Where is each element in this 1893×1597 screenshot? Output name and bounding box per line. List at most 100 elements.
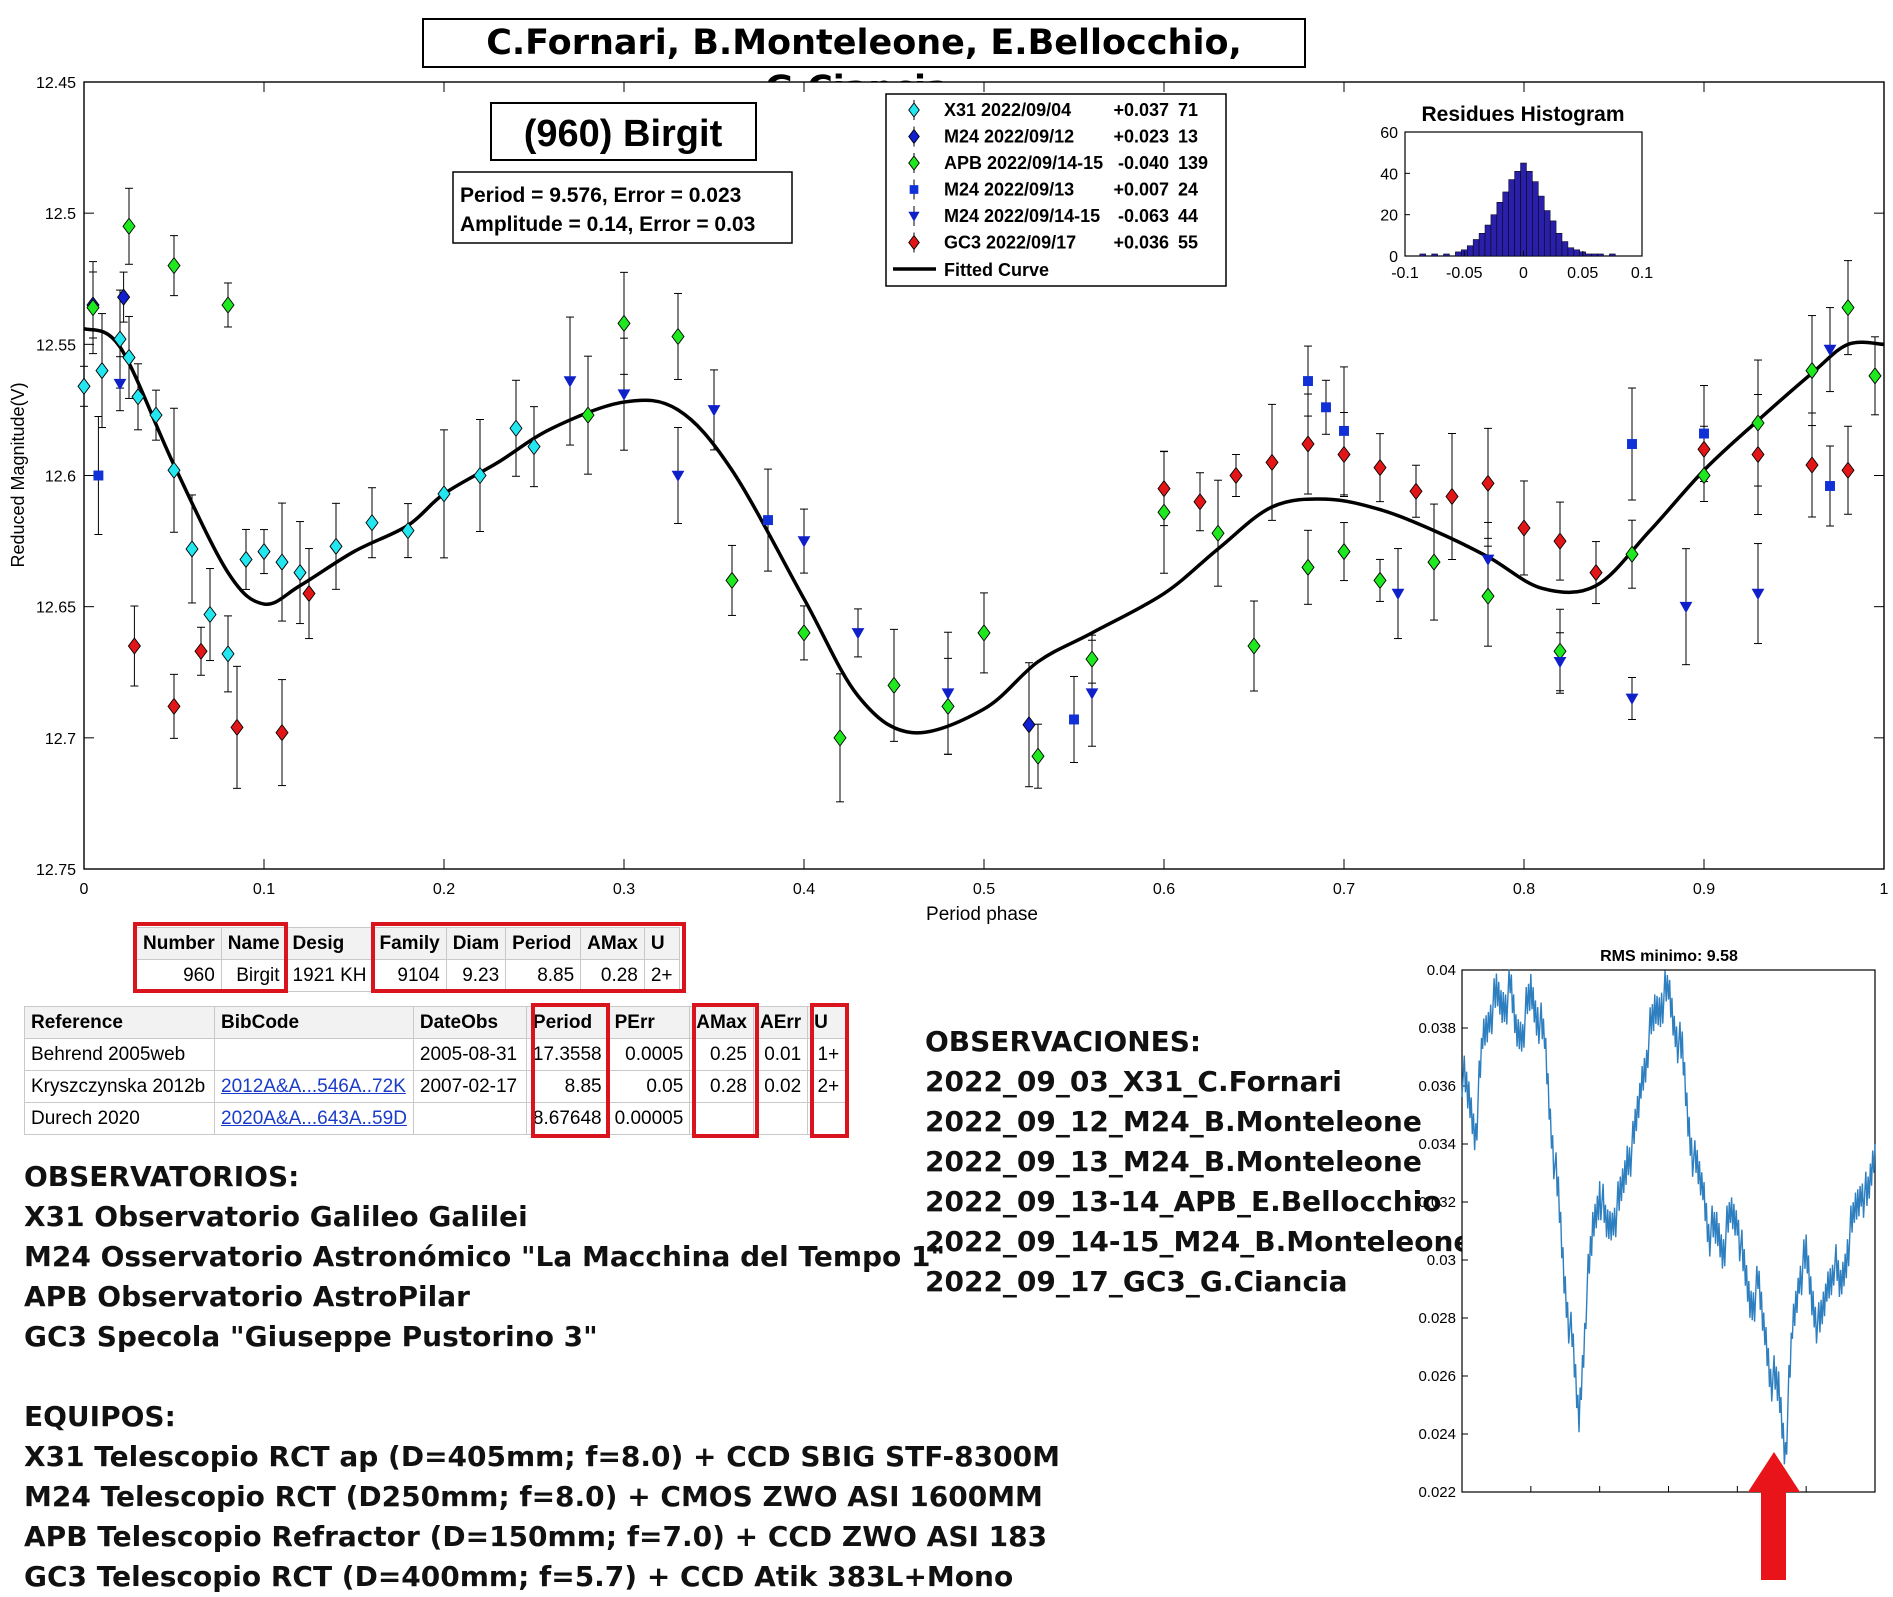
header-cell: Desig bbox=[285, 927, 374, 960]
observatorios-section: OBSERVATORIOS: X31 Observatorio Galileo … bbox=[24, 1157, 945, 1357]
histogram-bar bbox=[1597, 253, 1604, 257]
hist-x-tick-label: -0.1 bbox=[1391, 265, 1419, 282]
data-point bbox=[1085, 650, 1099, 668]
cell: 1921 KH bbox=[285, 959, 374, 992]
data-point bbox=[1841, 461, 1855, 480]
rms-x-tick-label: 6 bbox=[1527, 1499, 1535, 1500]
cell: 0.02 bbox=[752, 1070, 809, 1103]
observacion-line: 2022_09_03_X31_C.Fornari bbox=[925, 1065, 1342, 1098]
data-point bbox=[617, 389, 631, 401]
data-point bbox=[1823, 344, 1837, 356]
data-point bbox=[1868, 367, 1882, 385]
observatorios-title: OBSERVATORIOS: bbox=[24, 1160, 300, 1193]
header-cell: Reference bbox=[24, 1006, 215, 1039]
bibcode-link[interactable]: 2020A&A...643A..59D bbox=[214, 1102, 414, 1135]
rms-y-tick-label: 0.036 bbox=[1418, 1078, 1456, 1095]
header-cell: BibCode bbox=[214, 1006, 414, 1039]
legend-series-name: M24 2022/09/12 bbox=[944, 127, 1074, 147]
histogram-bar bbox=[1478, 233, 1486, 257]
histogram-bar bbox=[1496, 202, 1504, 257]
equipos-title: EQUIPOS: bbox=[24, 1400, 176, 1433]
rms-y-tick-label: 0.038 bbox=[1418, 1020, 1456, 1037]
cell: 17.3558 bbox=[525, 1038, 609, 1071]
x-tick-label: 0.8 bbox=[1513, 881, 1535, 898]
data-point bbox=[887, 676, 901, 695]
legend-series-name: M24 2022/09/14-15 bbox=[944, 206, 1100, 226]
data-point bbox=[833, 729, 847, 747]
histogram-bar bbox=[1514, 171, 1521, 257]
rms-title: RMS minimo: 9.58 bbox=[1600, 948, 1738, 965]
bibcode-link[interactable]: 2012A&A...546A..72K bbox=[214, 1070, 414, 1103]
histogram-bar bbox=[1443, 253, 1450, 257]
histogram-bar bbox=[1526, 171, 1533, 257]
data-point bbox=[1427, 553, 1441, 571]
highlight-family-u bbox=[371, 922, 686, 993]
header-cell: U bbox=[643, 927, 680, 960]
cell bbox=[689, 1102, 754, 1135]
data-point bbox=[1337, 445, 1351, 464]
header-cell: PErr bbox=[607, 1006, 691, 1039]
histogram-bars bbox=[1419, 162, 1616, 257]
histogram-bar bbox=[1549, 220, 1557, 257]
rms-periodogram-chart: RMS minimo: 9.58 0.0220.0240.0260.0280.0… bbox=[1418, 948, 1882, 1500]
asteroid-summary-table: Number Name Desig Family Diam Period AMa… bbox=[136, 927, 680, 992]
data-point bbox=[1193, 492, 1207, 511]
data-point bbox=[1391, 588, 1405, 600]
data-point bbox=[707, 405, 721, 417]
histogram-bar bbox=[1508, 179, 1515, 257]
cell: 0.28 bbox=[689, 1070, 754, 1103]
legend-series-name: M24 2022/09/13 bbox=[944, 180, 1074, 200]
header-cell: Diam bbox=[445, 927, 507, 960]
equipo-line: M24 Telescopio RCT (D250mm; f=8.0) + CMO… bbox=[24, 1480, 1043, 1513]
data-point bbox=[1247, 637, 1261, 655]
data-point bbox=[275, 723, 289, 742]
legend-count: 139 bbox=[1178, 153, 1208, 173]
data-point bbox=[131, 388, 145, 406]
hist-y-tick-label: 40 bbox=[1380, 166, 1398, 183]
histogram-bar bbox=[1490, 214, 1498, 257]
data-point bbox=[851, 628, 865, 640]
data-point bbox=[167, 461, 181, 480]
histogram-bar bbox=[1532, 181, 1539, 257]
data-point bbox=[1481, 474, 1495, 493]
data-point bbox=[1627, 439, 1637, 449]
data-point bbox=[221, 296, 235, 314]
data-point bbox=[1085, 688, 1099, 700]
legend-count: 55 bbox=[1178, 233, 1198, 253]
data-point bbox=[230, 718, 244, 737]
y-tick-label: 12.6 bbox=[45, 469, 76, 486]
bibcode-link[interactable] bbox=[214, 1038, 414, 1071]
x-tick-label: 1 bbox=[1880, 881, 1889, 898]
data-point bbox=[1301, 558, 1315, 577]
histogram-bar bbox=[1561, 241, 1569, 257]
legend-offset: -0.063 bbox=[1118, 206, 1169, 226]
legend-series-name: X31 2022/09/04 bbox=[944, 100, 1071, 120]
data-point bbox=[1697, 440, 1711, 459]
x-axis-label: Period phase bbox=[926, 904, 1038, 925]
observatorio-line: GC3 Specola "Giuseppe Pustorino 3" bbox=[24, 1320, 598, 1353]
data-point bbox=[1679, 601, 1693, 614]
x-tick-label: 0.2 bbox=[433, 881, 455, 898]
histogram-bar bbox=[1520, 162, 1527, 257]
data-point bbox=[763, 515, 773, 526]
y-tick-label: 12.65 bbox=[36, 600, 76, 617]
data-point bbox=[293, 563, 307, 582]
histogram-bar bbox=[1591, 253, 1598, 257]
rms-y-tick-label: 0.032 bbox=[1418, 1194, 1456, 1211]
histogram-bar bbox=[1543, 210, 1551, 257]
equipo-line: GC3 Telescopio RCT (D=400mm; f=5.7) + CC… bbox=[24, 1560, 1014, 1593]
cell: 9104 bbox=[372, 959, 447, 992]
histogram-bar bbox=[1466, 245, 1474, 257]
rms-y-tick-label: 0.03 bbox=[1427, 1252, 1456, 1269]
data-point bbox=[581, 406, 595, 424]
data-point bbox=[95, 361, 109, 380]
data-point bbox=[1157, 479, 1171, 498]
rms-y-tick-label: 0.028 bbox=[1418, 1310, 1456, 1327]
histogram-title: Residues Histogram bbox=[1421, 103, 1624, 126]
hist-x-tick-label: 0.05 bbox=[1567, 265, 1598, 282]
data-point bbox=[401, 521, 415, 540]
data-point bbox=[941, 688, 955, 700]
observaciones-section: OBSERVACIONES: 2022_09_03_X31_C.Fornari … bbox=[925, 1022, 1472, 1302]
